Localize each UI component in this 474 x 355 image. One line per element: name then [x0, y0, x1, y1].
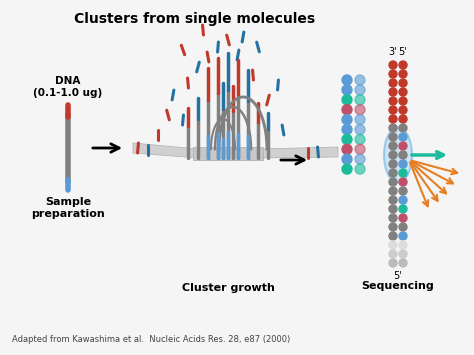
Circle shape [399, 70, 407, 78]
Circle shape [399, 178, 407, 186]
Circle shape [399, 106, 407, 114]
Circle shape [389, 160, 397, 168]
Circle shape [399, 196, 407, 204]
Text: Cluster growth: Cluster growth [182, 283, 274, 293]
Circle shape [399, 97, 407, 105]
Text: Sequencing: Sequencing [362, 281, 434, 291]
Circle shape [389, 178, 397, 186]
Circle shape [389, 259, 397, 267]
Text: 3': 3' [389, 47, 397, 57]
Circle shape [342, 125, 352, 135]
Circle shape [389, 97, 397, 105]
Circle shape [355, 105, 365, 115]
Text: 5': 5' [393, 271, 402, 281]
Circle shape [389, 115, 397, 123]
Circle shape [342, 85, 352, 95]
Circle shape [399, 151, 407, 159]
Circle shape [399, 232, 407, 240]
Ellipse shape [384, 127, 412, 182]
Circle shape [389, 151, 397, 159]
Text: DNA
(0.1-1.0 ug): DNA (0.1-1.0 ug) [33, 76, 103, 98]
Circle shape [389, 70, 397, 78]
Polygon shape [193, 147, 263, 160]
Circle shape [399, 250, 407, 258]
Circle shape [355, 115, 365, 125]
Circle shape [399, 259, 407, 267]
Circle shape [389, 133, 397, 141]
Circle shape [399, 133, 407, 141]
Circle shape [399, 214, 407, 222]
Circle shape [399, 169, 407, 177]
Circle shape [399, 79, 407, 87]
Circle shape [389, 214, 397, 222]
Circle shape [399, 124, 407, 132]
Text: Sample
preparation: Sample preparation [31, 197, 105, 219]
Circle shape [399, 88, 407, 96]
Circle shape [389, 187, 397, 195]
Circle shape [355, 75, 365, 85]
Circle shape [389, 142, 397, 150]
Circle shape [355, 164, 365, 174]
Circle shape [399, 142, 407, 150]
Circle shape [355, 95, 365, 105]
Circle shape [389, 88, 397, 96]
Circle shape [342, 105, 352, 115]
Circle shape [389, 79, 397, 87]
Circle shape [355, 125, 365, 135]
Circle shape [399, 187, 407, 195]
Circle shape [355, 144, 365, 154]
Text: Adapted from Kawashima et al.  Nucleic Acids Res. 28, e87 (2000): Adapted from Kawashima et al. Nucleic Ac… [12, 334, 290, 344]
Circle shape [399, 61, 407, 69]
Circle shape [342, 144, 352, 154]
Circle shape [342, 135, 352, 144]
Circle shape [389, 196, 397, 204]
Circle shape [399, 241, 407, 249]
Text: Clusters from single molecules: Clusters from single molecules [74, 12, 316, 26]
Circle shape [342, 95, 352, 105]
Circle shape [389, 205, 397, 213]
Circle shape [389, 61, 397, 69]
Circle shape [389, 241, 397, 249]
Circle shape [355, 135, 365, 144]
Circle shape [389, 232, 397, 240]
Polygon shape [133, 143, 198, 158]
Circle shape [355, 154, 365, 164]
Circle shape [342, 154, 352, 164]
Circle shape [342, 75, 352, 85]
Circle shape [389, 169, 397, 177]
Circle shape [342, 164, 352, 174]
Circle shape [389, 223, 397, 231]
Circle shape [389, 106, 397, 114]
Circle shape [399, 223, 407, 231]
Circle shape [399, 115, 407, 123]
Circle shape [355, 85, 365, 95]
Polygon shape [258, 147, 338, 158]
Circle shape [342, 115, 352, 125]
Text: 5': 5' [399, 47, 407, 57]
Circle shape [399, 160, 407, 168]
Circle shape [389, 250, 397, 258]
Circle shape [389, 124, 397, 132]
Circle shape [399, 205, 407, 213]
